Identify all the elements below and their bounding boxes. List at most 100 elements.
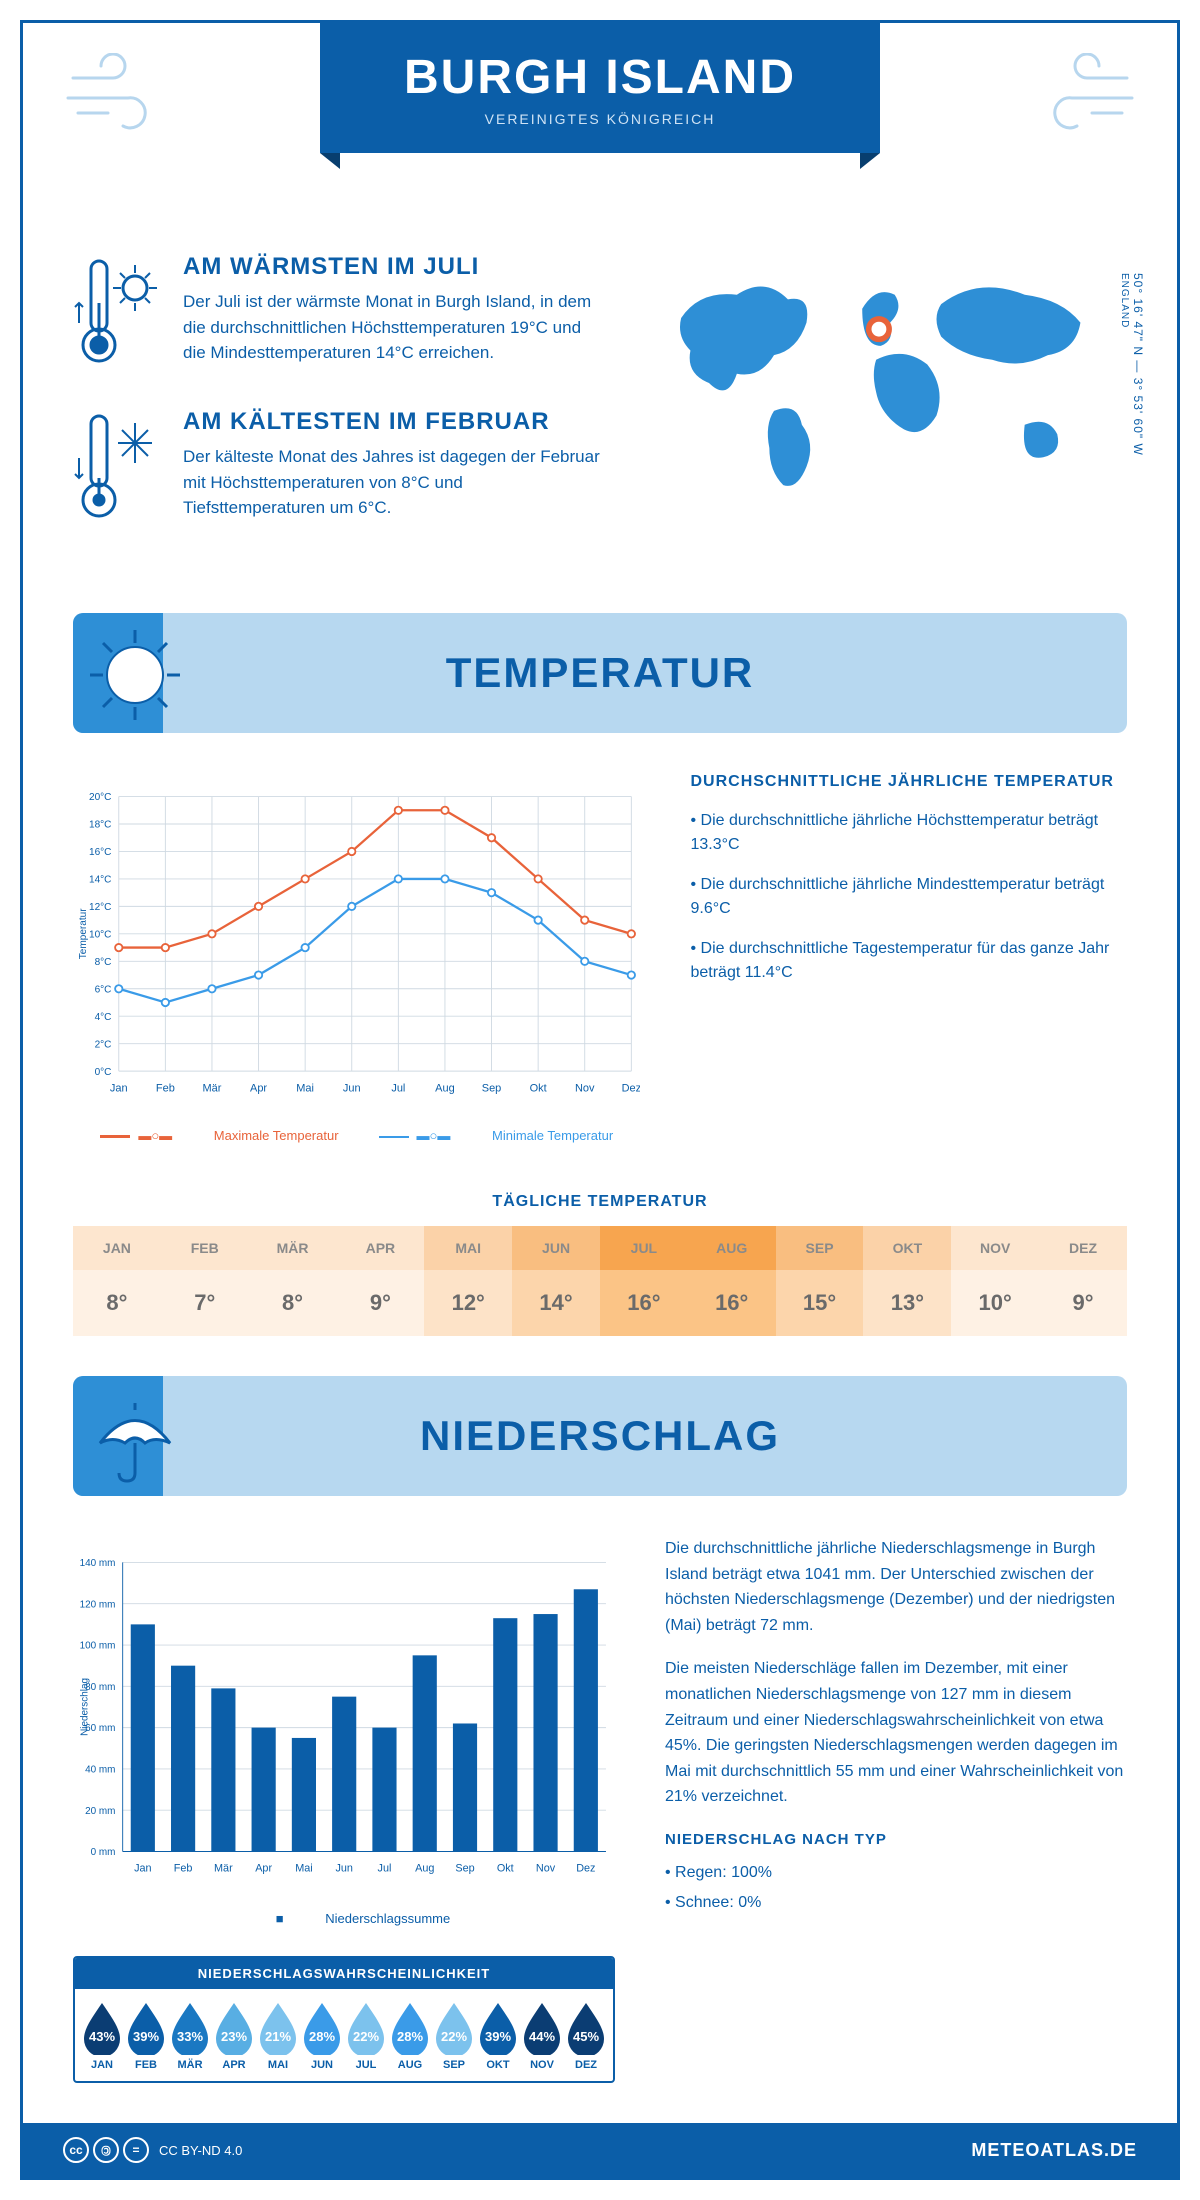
cc-license-icon: cc🄯= (63, 2137, 149, 2163)
title-banner: BURGH ISLAND VEREINIGTES KÖNIGREICH (320, 23, 880, 153)
svg-text:4°C: 4°C (95, 1012, 112, 1023)
site-name: METEOATLAS.DE (971, 2140, 1137, 2161)
fact-warmest: AM WÄRMSTEN IM JULI Der Juli ist der wär… (73, 253, 604, 378)
svg-text:Sep: Sep (455, 1862, 474, 1874)
daily-temp-cell: APR 9° (336, 1226, 424, 1336)
precip-drop: 28% AUG (389, 2001, 431, 2071)
svg-text:140 mm: 140 mm (80, 1558, 116, 1569)
world-map: 50° 16' 47" N — 3° 53' 60" W ENGLAND (644, 253, 1127, 563)
svg-text:40 mm: 40 mm (85, 1765, 115, 1776)
precip-drop: 28% JUN (301, 2001, 343, 2071)
svg-text:22%: 22% (441, 2029, 467, 2044)
svg-text:10°C: 10°C (89, 930, 111, 941)
daily-temp-cell: NOV 10° (951, 1226, 1039, 1336)
svg-text:Jun: Jun (343, 1082, 361, 1094)
header: BURGH ISLAND VEREINIGTES KÖNIGREICH (23, 23, 1177, 223)
svg-text:Dez: Dez (622, 1082, 641, 1094)
thermometer-sun-icon (73, 253, 163, 378)
svg-text:22%: 22% (353, 2029, 379, 2044)
daily-temp-cell: OKT 13° (863, 1226, 951, 1336)
svg-text:8°C: 8°C (95, 957, 112, 968)
svg-text:20°C: 20°C (89, 792, 111, 803)
svg-text:Jan: Jan (134, 1862, 151, 1874)
svg-text:0 mm: 0 mm (91, 1847, 116, 1858)
footer: cc🄯= CC BY-ND 4.0 METEOATLAS.DE (23, 2123, 1177, 2177)
svg-text:0°C: 0°C (95, 1067, 112, 1078)
svg-text:Apr: Apr (255, 1862, 272, 1874)
precip-drop: 44% NOV (521, 2001, 563, 2071)
svg-text:39%: 39% (133, 2029, 159, 2044)
daily-temp-cell: JUL 16° (600, 1226, 688, 1336)
daily-temp-cell: AUG 16° (688, 1226, 776, 1336)
svg-text:Mai: Mai (295, 1862, 312, 1874)
svg-text:18°C: 18°C (89, 820, 111, 831)
daily-temp-title: TÄGLICHE TEMPERATUR (23, 1193, 1177, 1211)
coordinates: 50° 16' 47" N — 3° 53' 60" W ENGLAND (1117, 273, 1145, 456)
svg-text:12°C: 12°C (89, 902, 111, 913)
svg-text:Dez: Dez (576, 1862, 595, 1874)
svg-text:28%: 28% (309, 2029, 335, 2044)
svg-text:45%: 45% (573, 2029, 599, 2044)
temperature-chart: 0°C2°C4°C6°C8°C10°C12°C14°C16°C18°C20°CJ… (73, 773, 640, 1143)
svg-text:Jan: Jan (110, 1082, 128, 1094)
daily-temp-cell: MAI 12° (424, 1226, 512, 1336)
fact-title: AM KÄLTESTEN IM FEBRUAR (183, 408, 604, 436)
precip-drop: 39% FEB (125, 2001, 167, 2071)
daily-temp-table: JAN 8° FEB 7° MÄR 8° APR 9° MAI 12° JUN … (73, 1226, 1127, 1336)
wind-icon (1027, 53, 1137, 149)
precip-drop: 21% MAI (257, 2001, 299, 2071)
umbrella-icon (85, 1388, 185, 1488)
fact-text: Der kälteste Monat des Jahres ist dagege… (183, 444, 604, 521)
precip-drop: 23% APR (213, 2001, 255, 2071)
svg-text:6°C: 6°C (95, 984, 112, 995)
precipitation-chart: 0 mm20 mm40 mm60 mm80 mm100 mm120 mm140 … (73, 1536, 615, 1896)
fact-coldest: AM KÄLTESTEN IM FEBRUAR Der kälteste Mon… (73, 408, 604, 533)
page-subtitle: VEREINIGTES KÖNIGREICH (485, 111, 716, 127)
svg-text:Temperatur: Temperatur (78, 908, 89, 959)
svg-text:Aug: Aug (415, 1862, 434, 1874)
precip-drop: 33% MÄR (169, 2001, 211, 2071)
precip-drop: 43% JAN (81, 2001, 123, 2071)
daily-temp-cell: SEP 15° (776, 1226, 864, 1336)
svg-text:Nov: Nov (575, 1082, 595, 1094)
svg-text:Jun: Jun (335, 1862, 352, 1874)
section-precipitation: NIEDERSCHLAG (73, 1376, 1127, 1496)
chart-legend: ▬○▬ Maximale Temperatur ▬○▬ Minimale Tem… (73, 1128, 640, 1143)
svg-text:Jul: Jul (378, 1862, 392, 1874)
section-temperature: TEMPERATUR (73, 613, 1127, 733)
svg-text:16°C: 16°C (89, 847, 111, 858)
precip-drop: 45% DEZ (565, 2001, 607, 2071)
fact-title: AM WÄRMSTEN IM JULI (183, 253, 604, 281)
license-text: CC BY-ND 4.0 (159, 2143, 242, 2158)
svg-text:Apr: Apr (250, 1082, 267, 1094)
daily-temp-cell: JUN 14° (512, 1226, 600, 1336)
chart-legend: ■ Niederschlagssumme (73, 1911, 615, 1926)
svg-text:Mär: Mär (203, 1082, 222, 1094)
svg-text:100 mm: 100 mm (80, 1641, 116, 1652)
svg-text:43%: 43% (89, 2029, 115, 2044)
fact-text: Der Juli ist der wärmste Monat in Burgh … (183, 289, 604, 366)
svg-text:2°C: 2°C (95, 1039, 112, 1050)
daily-temp-cell: MÄR 8° (249, 1226, 337, 1336)
svg-text:Mai: Mai (296, 1082, 314, 1094)
svg-text:Feb: Feb (156, 1082, 175, 1094)
sun-icon (85, 625, 185, 725)
wind-icon (63, 53, 173, 149)
svg-text:44%: 44% (529, 2029, 555, 2044)
svg-text:39%: 39% (485, 2029, 511, 2044)
temperature-summary: DURCHSCHNITTLICHE JÄHRLICHE TEMPERATUR •… (690, 773, 1127, 1143)
svg-text:Aug: Aug (435, 1082, 455, 1094)
svg-text:120 mm: 120 mm (80, 1599, 116, 1610)
precip-drop: 22% SEP (433, 2001, 475, 2071)
svg-text:20 mm: 20 mm (85, 1806, 115, 1817)
svg-text:Jul: Jul (391, 1082, 405, 1094)
section-title: TEMPERATUR (446, 649, 755, 697)
precipitation-summary: Die durchschnittliche jährliche Niedersc… (665, 1536, 1127, 2083)
svg-text:33%: 33% (177, 2029, 203, 2044)
section-title: NIEDERSCHLAG (420, 1412, 780, 1460)
precipitation-probability: NIEDERSCHLAGSWAHRSCHEINLICHKEIT 43% JAN … (73, 1956, 615, 2083)
svg-text:21%: 21% (265, 2029, 291, 2044)
svg-text:Sep: Sep (482, 1082, 502, 1094)
svg-text:Okt: Okt (497, 1862, 514, 1874)
svg-text:Feb: Feb (174, 1862, 193, 1874)
